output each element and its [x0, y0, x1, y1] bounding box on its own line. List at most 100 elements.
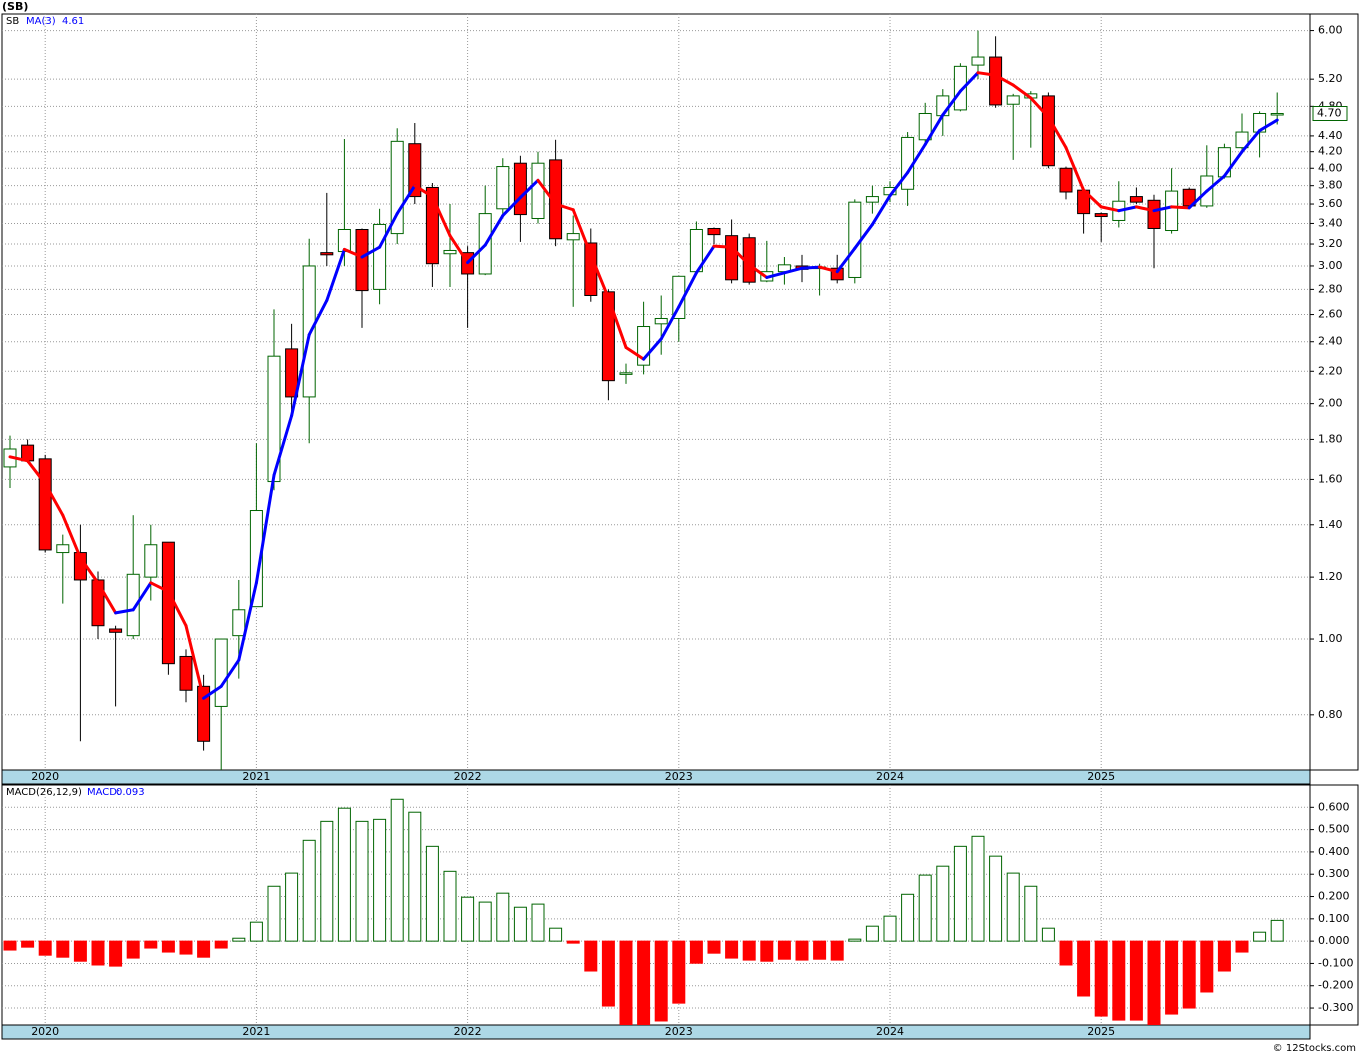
ma-line — [483, 214, 505, 247]
ma-line — [835, 246, 857, 274]
macd-bar — [161, 940, 175, 953]
ma-line — [518, 178, 540, 200]
ma-line — [782, 266, 804, 275]
last-price-label: 4.70 — [1317, 106, 1342, 119]
y-tick-label: 3.00 — [1318, 259, 1343, 272]
macd-bar — [373, 818, 387, 942]
ma-line — [254, 473, 276, 585]
ma-line — [642, 337, 663, 361]
candle-body — [232, 609, 246, 637]
macd-bar — [883, 915, 897, 942]
ma-line — [888, 171, 910, 198]
candle-body — [197, 685, 211, 742]
macd-bar — [901, 893, 915, 942]
macd-bar — [425, 845, 439, 942]
macd-bar — [707, 940, 721, 954]
y-tick-label: 5.20 — [1318, 72, 1343, 85]
candle-body — [971, 56, 985, 66]
candle-body — [443, 249, 457, 255]
macd-bar — [1041, 927, 1055, 942]
ma-line — [606, 296, 628, 349]
ma-line — [395, 184, 417, 216]
macd-bar — [637, 940, 651, 1025]
macd-bar — [1094, 940, 1108, 1017]
candle-body — [214, 638, 228, 707]
ma-line — [43, 482, 65, 517]
macd-bar — [1147, 940, 1161, 1025]
ma-line — [413, 184, 434, 199]
candle-body — [144, 544, 158, 578]
candle-body — [1147, 199, 1161, 229]
ma-line — [1134, 205, 1156, 213]
macd-title: MACD(26,12,9) — [6, 787, 82, 798]
ma-line — [624, 345, 646, 361]
candle-body — [302, 265, 316, 398]
ma-line — [149, 581, 170, 594]
ma-line — [976, 71, 998, 77]
candle-body — [373, 223, 387, 290]
macd-bar — [214, 940, 228, 949]
legend-ma-value: 4.61 — [62, 16, 84, 27]
x-tick-label: 2021 — [242, 1025, 270, 1038]
ma-line — [166, 590, 188, 628]
y-tick-label: 0.000 — [1318, 934, 1350, 947]
y-tick-label: 1.60 — [1318, 472, 1343, 485]
y-tick-label: 0.500 — [1318, 823, 1350, 836]
ma-line — [1222, 150, 1244, 178]
candle-body — [1165, 190, 1179, 232]
y-tick-label: 4.40 — [1318, 129, 1343, 142]
macd-bar — [1217, 940, 1231, 972]
ma-line — [61, 513, 82, 560]
y-tick-label: 2.40 — [1318, 335, 1343, 348]
ma-line — [694, 244, 716, 275]
year-band — [1, 1024, 1311, 1040]
ma-line — [1046, 115, 1068, 150]
candle-body — [496, 166, 510, 210]
macd-bar — [1129, 940, 1143, 1021]
candle-body — [513, 162, 527, 216]
macd-bar — [91, 940, 105, 966]
y-tick-label: 1.40 — [1318, 518, 1343, 531]
candle-body — [707, 227, 721, 236]
ma-line — [712, 244, 734, 249]
macd-bar — [672, 940, 686, 1004]
macd-bar — [21, 940, 35, 948]
ma-line — [589, 253, 610, 300]
macd-bar — [179, 940, 193, 955]
y-tick-label: 0.400 — [1318, 845, 1350, 858]
y-tick-label: 0.80 — [1318, 708, 1343, 721]
ma-line — [554, 202, 575, 212]
candle-body — [848, 201, 862, 278]
candle-body — [249, 510, 263, 608]
ma-line — [307, 298, 329, 337]
macd-bar — [73, 940, 87, 962]
y-tick-label: -0.100 — [1318, 956, 1353, 969]
macd-bar — [742, 940, 756, 961]
ma-line — [1187, 189, 1209, 210]
macd-bar — [285, 872, 299, 942]
candle-body — [531, 162, 545, 219]
candle-body — [549, 159, 563, 240]
candle-body — [1094, 213, 1108, 218]
ma-line — [1152, 205, 1174, 213]
y-tick-label: 0.100 — [1318, 912, 1350, 925]
ma-line — [958, 71, 980, 93]
ma-line — [131, 581, 153, 612]
candle-body — [830, 267, 844, 281]
macd-bar — [795, 940, 809, 961]
y-tick-label: 0.200 — [1318, 890, 1350, 903]
macd-bar — [302, 839, 316, 942]
ma-line — [184, 624, 206, 700]
y-tick-label: 1.80 — [1318, 432, 1343, 445]
macd-bar — [126, 940, 140, 959]
macd-bar — [1270, 919, 1284, 942]
ma-line — [1011, 83, 1033, 100]
y-tick-label: -0.300 — [1318, 1001, 1353, 1014]
macd-bar — [3, 940, 17, 951]
ma-line — [994, 73, 1015, 87]
last-price-box — [1312, 105, 1348, 121]
macd-bar — [1077, 940, 1091, 997]
ma-line — [501, 196, 522, 218]
ma-line — [800, 265, 822, 270]
